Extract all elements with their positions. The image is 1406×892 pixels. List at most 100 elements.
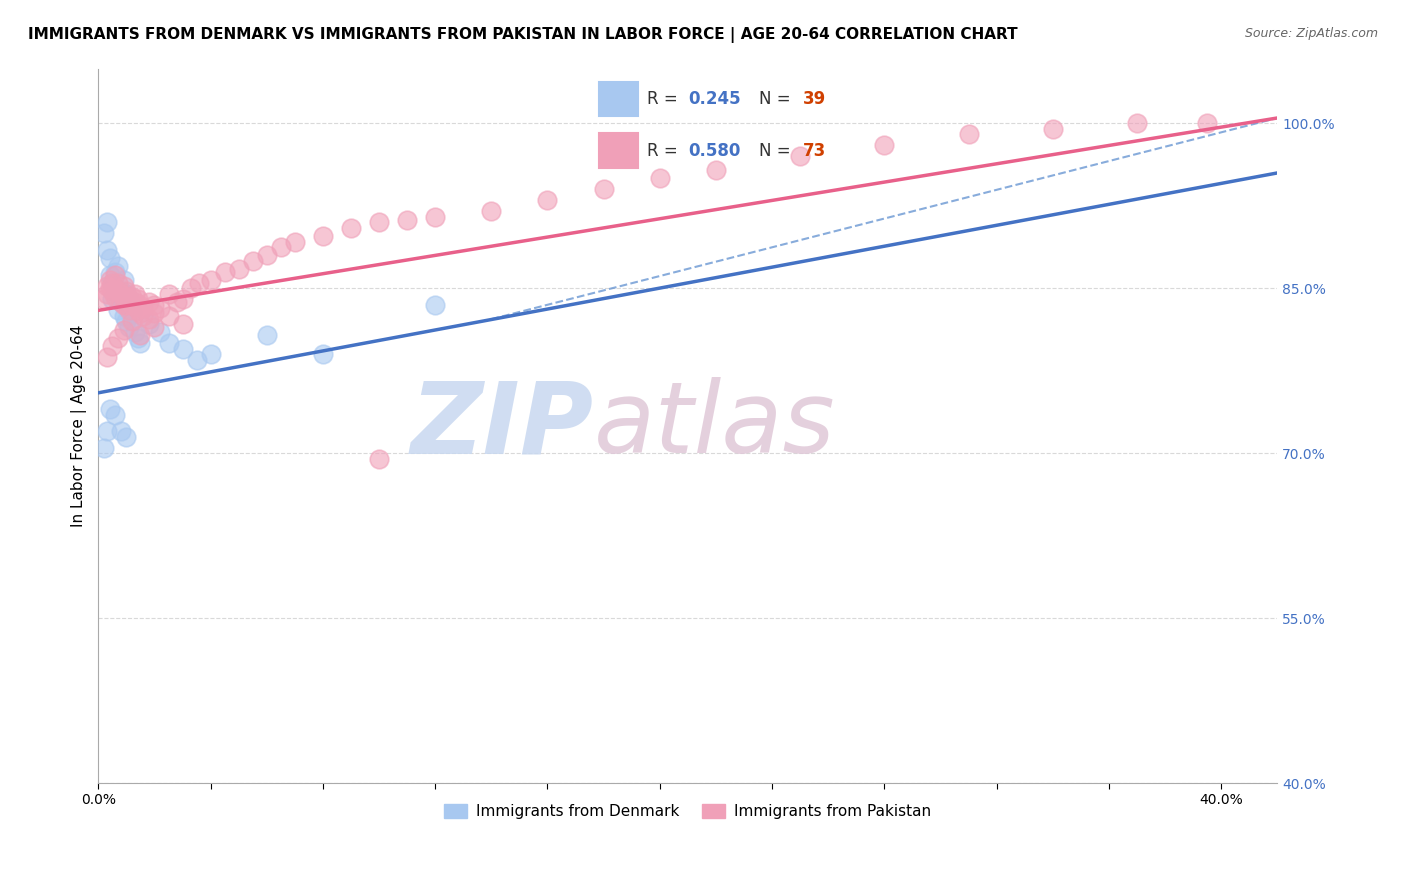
Point xyxy=(107,331,129,345)
Point xyxy=(112,309,135,323)
Point xyxy=(138,317,160,331)
Point xyxy=(112,298,135,312)
Y-axis label: In Labor Force | Age 20-64: In Labor Force | Age 20-64 xyxy=(72,325,87,527)
Text: atlas: atlas xyxy=(593,377,835,475)
Point xyxy=(121,305,143,319)
Point xyxy=(124,286,146,301)
Point xyxy=(172,293,194,307)
Point xyxy=(118,293,141,307)
Point xyxy=(129,327,152,342)
Point xyxy=(96,243,118,257)
Point xyxy=(138,294,160,309)
Point xyxy=(479,204,502,219)
Point xyxy=(115,430,138,444)
Point xyxy=(115,286,138,301)
Point xyxy=(149,326,172,340)
Point xyxy=(127,331,149,345)
Point xyxy=(96,215,118,229)
Point xyxy=(138,312,160,326)
Point xyxy=(110,294,132,309)
Point xyxy=(157,309,180,323)
Point xyxy=(200,347,222,361)
Point xyxy=(93,293,115,307)
Point xyxy=(107,303,129,318)
Point xyxy=(115,298,138,312)
Text: R =: R = xyxy=(647,90,678,108)
Point xyxy=(873,138,896,153)
Text: N =: N = xyxy=(759,142,790,160)
Point xyxy=(93,441,115,455)
Point xyxy=(200,272,222,286)
Point xyxy=(312,228,335,243)
Point xyxy=(115,298,138,312)
Point xyxy=(118,319,141,334)
Point xyxy=(592,182,614,196)
Point xyxy=(121,314,143,328)
Point xyxy=(98,251,121,265)
Point xyxy=(129,298,152,312)
Point xyxy=(118,293,141,307)
Text: ZIP: ZIP xyxy=(411,377,593,475)
Text: N =: N = xyxy=(759,90,790,108)
Legend: Immigrants from Denmark, Immigrants from Pakistan: Immigrants from Denmark, Immigrants from… xyxy=(437,798,938,825)
Text: R =: R = xyxy=(647,142,678,160)
Point xyxy=(96,350,118,364)
Point xyxy=(242,253,264,268)
Point xyxy=(96,424,118,438)
Point xyxy=(256,327,278,342)
Point xyxy=(104,408,127,422)
Text: 0.245: 0.245 xyxy=(688,90,741,108)
Point xyxy=(127,303,149,318)
Point xyxy=(110,424,132,438)
Text: Source: ZipAtlas.com: Source: ZipAtlas.com xyxy=(1244,27,1378,40)
Point xyxy=(149,301,172,315)
Point xyxy=(270,239,292,253)
Point xyxy=(214,265,236,279)
Point xyxy=(957,128,980,142)
Point xyxy=(98,281,121,295)
Point xyxy=(127,293,149,307)
Point xyxy=(118,303,141,318)
Point xyxy=(107,284,129,298)
Point xyxy=(180,281,202,295)
Point xyxy=(425,298,447,312)
Point xyxy=(1197,116,1219,130)
Point xyxy=(188,276,211,290)
Point xyxy=(143,298,166,312)
Bar xyxy=(599,134,638,168)
Point xyxy=(104,290,127,304)
Point xyxy=(157,286,180,301)
Point xyxy=(256,248,278,262)
Point xyxy=(368,215,391,229)
Point xyxy=(104,281,127,295)
Point xyxy=(121,290,143,304)
Point xyxy=(396,213,419,227)
Point xyxy=(124,326,146,340)
Point xyxy=(312,347,335,361)
Point xyxy=(115,290,138,304)
Point xyxy=(172,342,194,356)
Point xyxy=(166,294,188,309)
Point xyxy=(98,402,121,417)
Point xyxy=(98,268,121,282)
Point xyxy=(115,314,138,328)
Point xyxy=(104,265,127,279)
Text: 0.580: 0.580 xyxy=(688,142,741,160)
Point xyxy=(368,451,391,466)
Point xyxy=(110,286,132,301)
Point xyxy=(789,149,811,163)
Point xyxy=(121,298,143,312)
Point xyxy=(132,301,155,315)
Point xyxy=(648,171,671,186)
Point xyxy=(110,294,132,309)
Point xyxy=(101,338,124,352)
Point xyxy=(704,162,727,177)
Point xyxy=(1042,122,1064,136)
Point xyxy=(98,272,121,286)
Point xyxy=(284,235,307,250)
Point xyxy=(93,227,115,241)
Point xyxy=(186,352,208,367)
Point xyxy=(157,336,180,351)
Point xyxy=(101,284,124,298)
Point xyxy=(143,305,166,319)
